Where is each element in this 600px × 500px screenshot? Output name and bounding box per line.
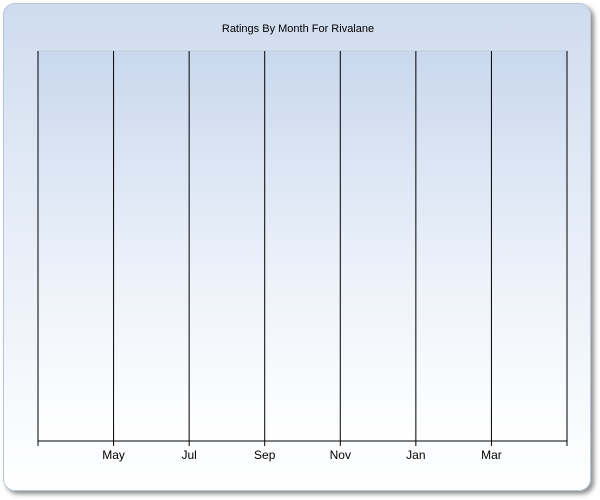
plot-area [37, 50, 568, 442]
x-tick-label: May [102, 448, 125, 462]
x-tick-label: Sep [254, 448, 276, 462]
x-tick-label: Jul [181, 448, 196, 462]
chart-title: Ratings By Month For Rivalane [222, 23, 374, 35]
x-tick-label: Mar [481, 448, 502, 462]
x-tick-label: Nov [330, 448, 351, 462]
x-tick-label: Jan [406, 448, 425, 462]
